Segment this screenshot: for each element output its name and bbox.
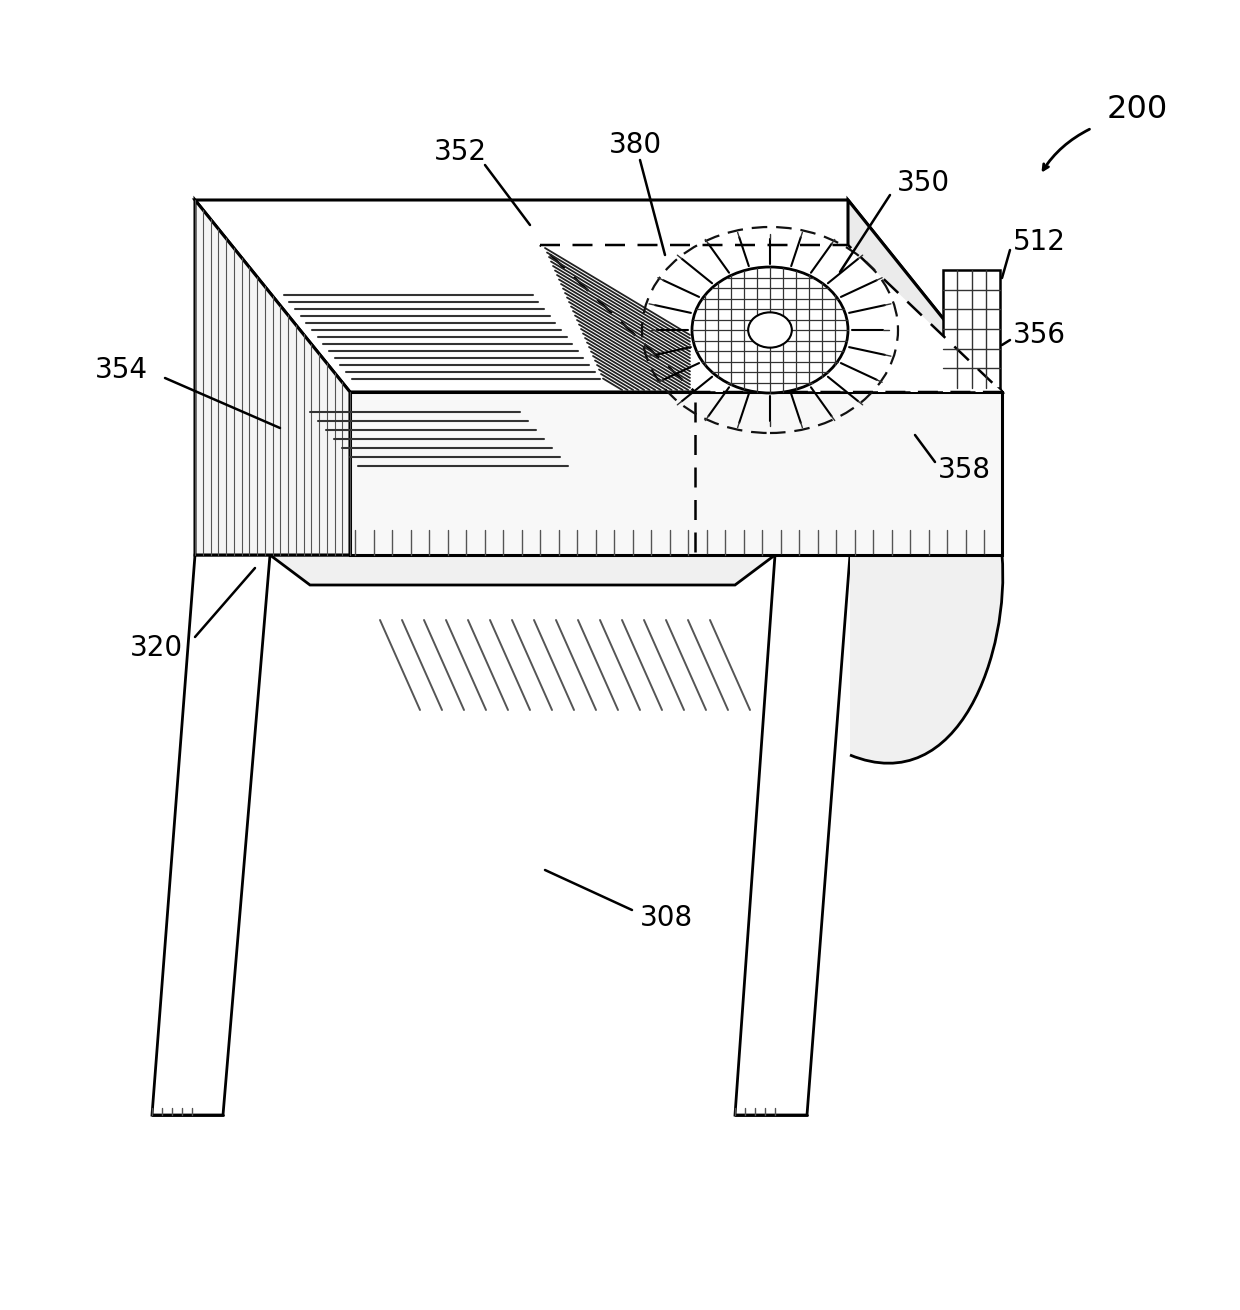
Polygon shape [848, 200, 1002, 555]
PathPatch shape [849, 555, 1003, 688]
Polygon shape [350, 392, 1002, 555]
Text: 308: 308 [640, 904, 693, 931]
Polygon shape [195, 200, 350, 555]
Text: 354: 354 [95, 356, 148, 384]
Polygon shape [942, 270, 999, 388]
Text: 380: 380 [609, 131, 662, 159]
Polygon shape [270, 555, 775, 586]
Text: 358: 358 [937, 456, 991, 483]
Ellipse shape [692, 267, 848, 393]
Polygon shape [539, 245, 1002, 392]
Text: 352: 352 [434, 138, 486, 166]
Polygon shape [153, 555, 270, 1115]
Text: 356: 356 [1013, 321, 1066, 348]
Polygon shape [735, 555, 849, 1115]
Text: 350: 350 [897, 169, 950, 196]
Ellipse shape [748, 312, 792, 347]
Text: 512: 512 [1013, 228, 1066, 255]
Polygon shape [195, 200, 1002, 392]
Text: 320: 320 [130, 634, 184, 662]
Text: 200: 200 [1107, 94, 1168, 126]
